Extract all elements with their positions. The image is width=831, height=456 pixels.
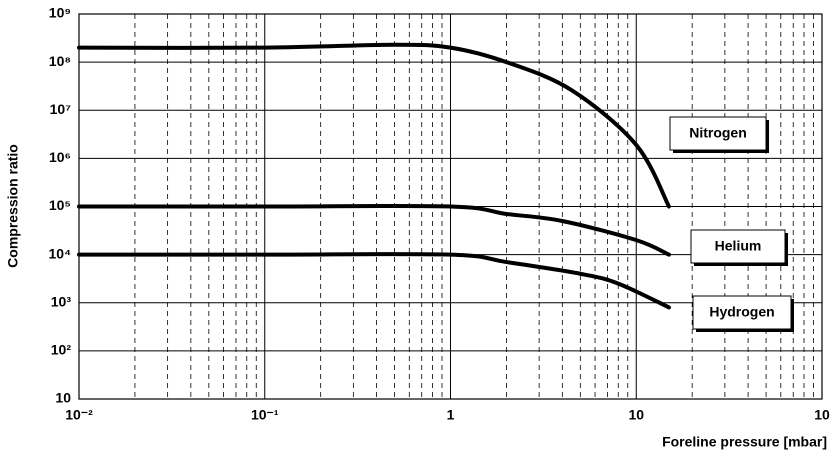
legend-label: Hydrogen [709,304,774,320]
y-tick-label: 10⁵ [49,197,71,213]
y-tick-label: 10 [55,390,71,406]
y-axis-label: Compression ratio [5,144,21,268]
legend-label: Nitrogen [689,125,747,141]
y-tick-label: 10⁸ [49,53,71,69]
y-tick-label: 10² [51,342,72,358]
y-tick-label: 10⁶ [49,149,71,165]
x-tick-label: 10⁻¹ [251,407,279,423]
legend-box [669,116,767,151]
x-tick-label: 10 [814,407,830,423]
x-tick-label: 10⁻² [65,407,93,423]
y-tick-label: 10⁷ [50,101,72,117]
x-axis-label: Foreline pressure [mbar] [662,434,827,450]
legend-box [692,295,792,330]
legend-box [690,229,786,264]
x-tick-label: 1 [447,407,455,423]
data-line [77,42,671,209]
x-tick-label: 10 [628,407,644,423]
y-tick-label: 10³ [51,293,72,309]
data-line [77,252,671,310]
legend-label: Helium [715,238,762,254]
y-tick-label: 10⁴ [49,245,72,261]
y-tick-label: 10⁹ [49,5,71,21]
data-line [77,203,671,257]
